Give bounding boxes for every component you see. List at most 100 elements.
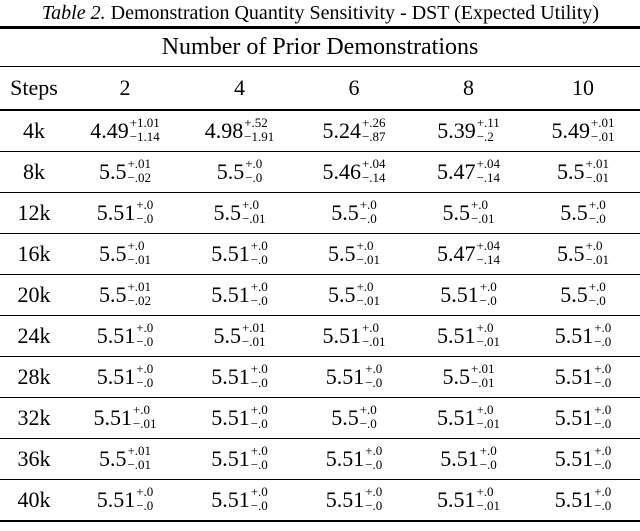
- cell-error-bounds: +.01 −.01: [591, 116, 615, 143]
- group-header: Number of Prior Demonstrations: [0, 28, 640, 67]
- cell-lower-bound: −.2: [476, 128, 494, 144]
- value-with-bounds: 5.51 +.0 −.0: [211, 239, 268, 267]
- value-cell: 5.51 +.0 −.0: [411, 274, 526, 316]
- cell-error-bounds: +.0 −.01: [476, 321, 500, 348]
- cell-value: 5.46: [322, 158, 361, 184]
- value-cell: 5.5 +.0 −.01: [411, 192, 526, 234]
- cell-lower-bound: −.01: [132, 415, 157, 431]
- value-with-bounds: 5.5 +.0 −.0: [560, 280, 606, 308]
- cell-lower-bound: −.0: [250, 497, 268, 513]
- value-cell: 5.51 +.0 −.0: [68, 315, 182, 357]
- value-with-bounds: 5.51 +.0 −.01: [437, 321, 500, 349]
- cell-upper-bound: +.01: [127, 278, 152, 294]
- cell-error-bounds: +.0 −.01: [476, 485, 500, 512]
- cell-error-bounds: +.0 −.0: [589, 280, 606, 307]
- cell-upper-bound: +.0: [361, 319, 380, 335]
- cell-upper-bound: +.0: [365, 442, 383, 458]
- column-header-4: 4: [182, 66, 297, 111]
- value-with-bounds: 5.5 +.0 −.0: [560, 198, 606, 226]
- value-with-bounds: 5.51 +.0 −.0: [325, 485, 383, 513]
- cell-error-bounds: +.0 −.0: [251, 362, 268, 389]
- cell-error-bounds: +.0 −.0: [251, 403, 268, 430]
- cell-error-bounds: +.0 −.01: [356, 239, 380, 266]
- cell-lower-bound: −.01: [356, 251, 381, 267]
- table-row: 40k 5.51 +.0 −.0 5.51 +.0 −.0 5.51 +.0 −.0 5.51 +.0…: [0, 479, 640, 522]
- cell-upper-bound: +.11: [476, 114, 500, 130]
- value-with-bounds: 5.5 +.0 −.01: [99, 239, 151, 267]
- cell-error-bounds: +.0 −.0: [251, 485, 268, 512]
- cell-lower-bound: −.02: [127, 292, 152, 308]
- row-step-label: 12k: [0, 192, 68, 234]
- value-with-bounds: 5.51 +.0 −.0: [211, 444, 268, 472]
- value-cell: 5.5 +.0 −.01: [297, 274, 411, 316]
- cell-lower-bound: −.0: [365, 374, 383, 390]
- cell-lower-bound: −.0: [479, 456, 497, 472]
- cell-upper-bound: +.01: [127, 155, 152, 171]
- value-with-bounds: 5.5 +.0 −.0: [331, 403, 377, 431]
- cell-error-bounds: +.01 −.01: [127, 444, 151, 471]
- value-with-bounds: 5.46 +.04 −.14: [322, 155, 386, 185]
- row-step-label: 4k: [0, 109, 68, 152]
- cell-lower-bound: −.0: [594, 333, 612, 349]
- cell-error-bounds: +.01 −.02: [127, 280, 151, 307]
- cell-value: 5.5: [327, 281, 356, 307]
- value-with-bounds: 4.98 +.52 −1.91: [205, 116, 275, 144]
- value-cell: 5.5 +.0 −.0: [297, 192, 411, 234]
- table-row: 16k 5.5 +.0 −.01 5.51 +.0 −.0 5.5 +.0 −.01 5.47 +.0…: [0, 233, 640, 275]
- cell-value: 5.5: [213, 322, 241, 348]
- cell-error-bounds: +.0 −.01: [362, 321, 386, 348]
- row-step-label: 24k: [0, 315, 68, 357]
- cell-upper-bound: +.01: [127, 442, 152, 458]
- cell-value: 5.51: [325, 486, 365, 512]
- cell-error-bounds: +.0 −.0: [365, 485, 382, 512]
- cell-upper-bound: +.0: [136, 360, 154, 376]
- table-row: 8k 5.5 +.01 −.02 5.5 +.0 −.0 5.46 +.04 −.14 5.47 +.…: [0, 151, 640, 193]
- value-with-bounds: 5.51 +.0 −.0: [97, 198, 154, 226]
- cell-value: 5.51: [211, 240, 250, 266]
- cell-error-bounds: +.0 −.01: [356, 280, 380, 307]
- value-cell: 5.5 +.0 −.01: [68, 233, 182, 275]
- row-step-label: 8k: [0, 151, 68, 193]
- cell-upper-bound: +.0: [479, 442, 497, 458]
- value-with-bounds: 5.51 +.0 −.0: [326, 442, 383, 472]
- table-row: 28k 5.51 +.0 −.0 5.51 +.0 −.0 5.51 +.0 −.0 5.5 +.01…: [0, 356, 640, 398]
- value-cell: 5.51 +.0 −.0: [526, 397, 640, 439]
- cell-value: 5.51: [96, 363, 136, 389]
- column-header-steps: Steps: [0, 66, 68, 111]
- cell-lower-bound: −.14: [361, 169, 386, 185]
- cell-upper-bound: +.0: [476, 483, 494, 499]
- value-cell: 5.5 +.01 −.02: [68, 151, 182, 193]
- cell-upper-bound: +.04: [361, 155, 386, 171]
- cell-upper-bound: +.0: [594, 483, 612, 499]
- cell-error-bounds: +.52 −1.91: [244, 116, 274, 143]
- value-with-bounds: 5.5 +.0 −.01: [213, 198, 265, 226]
- cell-lower-bound: −.14: [476, 169, 501, 185]
- value-cell: 5.51 +.0 −.0: [411, 438, 526, 480]
- cell-error-bounds: +.0 −.0: [136, 485, 153, 512]
- row-step-label: 16k: [0, 233, 68, 275]
- cell-value: 5.5: [331, 199, 359, 225]
- cell-lower-bound: −.0: [359, 415, 377, 431]
- table-row: 32k 5.51 +.0 −.01 5.51 +.0 −.0 5.5 +.0 −.0 5.51 +.0…: [0, 397, 640, 439]
- value-with-bounds: 5.47 +.04 −.14: [437, 239, 500, 267]
- value-with-bounds: 5.5 +.01 −.01: [213, 321, 266, 349]
- value-with-bounds: 5.51 +.0 −.0: [440, 442, 497, 472]
- cell-value: 5.51: [93, 404, 132, 430]
- cell-error-bounds: +.01 −.01: [242, 321, 266, 348]
- cell-value: 5.5: [560, 199, 588, 225]
- cell-upper-bound: +.0: [476, 319, 494, 335]
- value-with-bounds: 5.51 +.0 −.01: [437, 403, 500, 431]
- value-cell: 5.51 +.0 −.0: [297, 438, 411, 480]
- cell-value: 5.5: [213, 199, 241, 225]
- results-table: Number of Prior Demonstrations Steps 2 4…: [0, 28, 640, 522]
- cell-upper-bound: +.01: [470, 360, 495, 376]
- cell-error-bounds: +.0 −.0: [136, 321, 153, 348]
- value-cell: 5.51 +.0 −.0: [526, 479, 640, 522]
- cell-error-bounds: +.01 −.02: [127, 157, 151, 184]
- value-with-bounds: 5.51 +.0 −.0: [96, 360, 154, 390]
- cell-upper-bound: +.0: [250, 483, 268, 499]
- cell-value: 5.47: [436, 158, 476, 184]
- cell-lower-bound: −.0: [594, 497, 612, 513]
- column-header-10: 10: [526, 66, 640, 111]
